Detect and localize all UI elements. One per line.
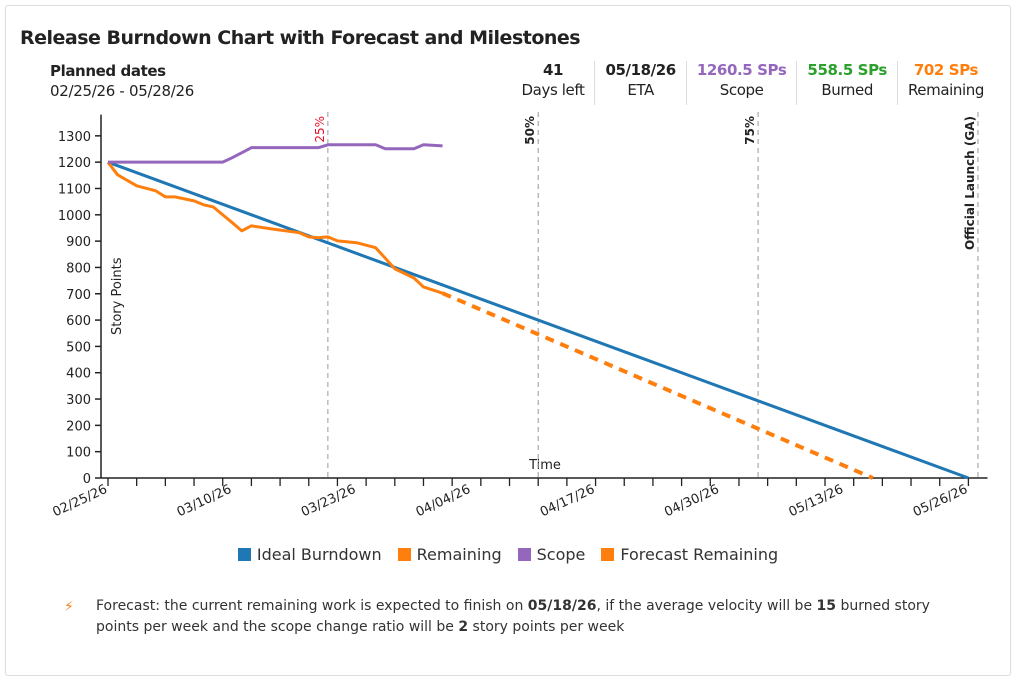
stat-days-left: 41 Days left bbox=[521, 61, 585, 99]
stat-eta: 05/18/26 ETA bbox=[594, 61, 685, 105]
y-tick-label: 500 bbox=[66, 340, 91, 355]
x-tick-label: 04/30/26 bbox=[662, 482, 721, 520]
burndown-chart: 0 100 200 300 400 500 600 700 800 900 1000 1100 1200… bbox=[50, 112, 988, 520]
stat-remaining: 702 SPs Remaining bbox=[896, 61, 994, 105]
legend-swatch bbox=[601, 548, 615, 561]
stat-scope: 1260.5 SPs Scope bbox=[685, 61, 797, 105]
milestone-label: 50% bbox=[523, 116, 537, 145]
y-tick-label: 700 bbox=[66, 288, 91, 303]
series-ideal-burndown bbox=[107, 160, 969, 480]
legend: Ideal Burndown Remaining Scope Forecast Rem… bbox=[0, 545, 1016, 564]
planned-dates: Planned dates 02/25/26 - 05/28/26 bbox=[50, 62, 194, 100]
x-tick-label: 04/17/26 bbox=[538, 482, 597, 520]
y-tick-label: 1300 bbox=[58, 130, 91, 145]
milestone-label: Official Launch (GA) bbox=[963, 116, 977, 250]
forecast-note: ⚡ Forecast: the current remaining work i… bbox=[64, 598, 930, 635]
x-tick-label: 05/26/26 bbox=[911, 482, 970, 520]
x-tick-label: 04/04/26 bbox=[414, 482, 473, 520]
series-remaining bbox=[106, 161, 444, 295]
y-tick-label: 400 bbox=[66, 367, 91, 382]
y-axis-label: Story Points bbox=[110, 257, 125, 335]
milestone-label: 25% bbox=[313, 116, 327, 143]
x-tick-label: 03/10/26 bbox=[175, 482, 234, 520]
chart-card bbox=[5, 5, 1011, 676]
legend-item[interactable]: Scope bbox=[517, 545, 585, 564]
legend-swatch bbox=[517, 548, 531, 561]
y-tick-label: 600 bbox=[66, 314, 91, 329]
stat-burned: 558.5 SPs Burned bbox=[796, 61, 897, 105]
legend-swatch bbox=[237, 548, 251, 561]
y-tick-label: 1200 bbox=[58, 156, 91, 171]
x-tick-label: 03/23/26 bbox=[299, 482, 358, 520]
y-tick-label: 900 bbox=[66, 235, 91, 250]
legend-swatch bbox=[397, 548, 411, 561]
series-scope bbox=[108, 143, 443, 164]
stats-bar: 41 Days left 05/18/26 ETA 1260.5 SPs Scope 558… bbox=[512, 61, 994, 105]
y-tick-label: 300 bbox=[66, 393, 91, 408]
x-tick-label: 02/25/26 bbox=[50, 482, 109, 520]
milestone-label: 75% bbox=[743, 116, 757, 145]
y-tick-label: 100 bbox=[66, 446, 91, 461]
series-forecast-remaining bbox=[441, 291, 874, 480]
y-tick-label: 800 bbox=[66, 261, 91, 276]
y-tick-label: 1000 bbox=[58, 209, 91, 224]
legend-item[interactable]: Forecast Remaining bbox=[601, 545, 778, 564]
y-tick-label: 0 bbox=[83, 472, 91, 487]
legend-item[interactable]: Ideal Burndown bbox=[237, 545, 382, 564]
planned-dates-label: Planned dates bbox=[50, 62, 166, 80]
lightning-icon: ⚡ bbox=[64, 599, 74, 615]
y-tick-label: 200 bbox=[66, 419, 91, 434]
planned-dates-range: 02/25/26 - 05/28/26 bbox=[50, 82, 194, 100]
x-axis-label: Time bbox=[528, 458, 561, 473]
chart-title: Release Burndown Chart with Forecast and… bbox=[20, 27, 581, 49]
legend-item[interactable]: Remaining bbox=[397, 545, 502, 564]
x-tick-label: 05/13/26 bbox=[787, 482, 846, 520]
y-tick-label: 1100 bbox=[58, 182, 91, 197]
